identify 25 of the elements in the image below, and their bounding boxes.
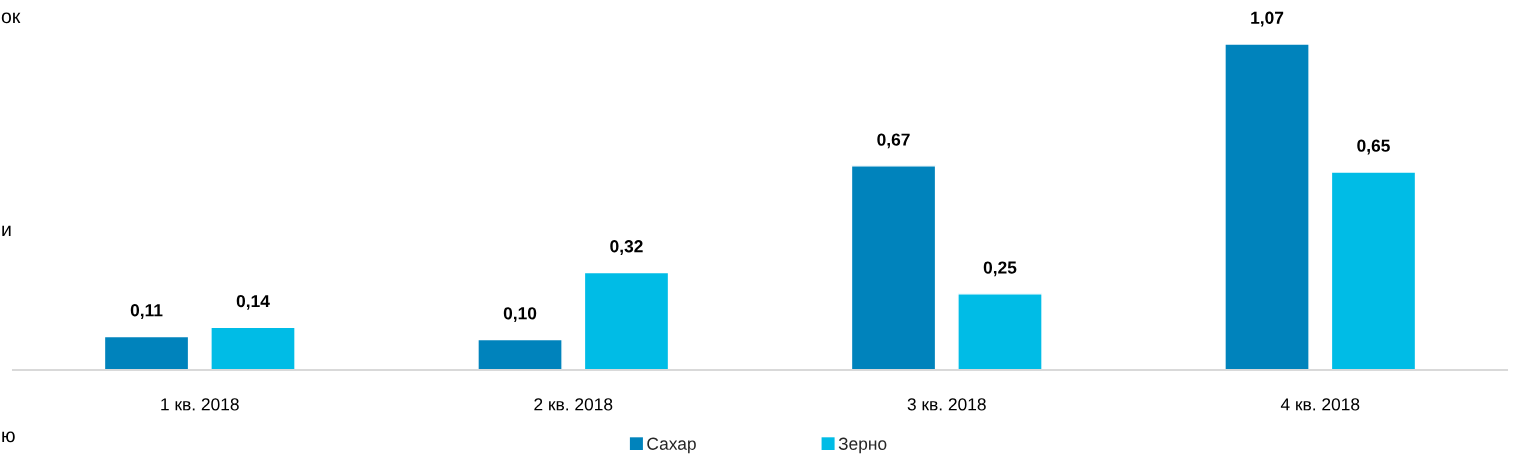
bar [103,335,190,370]
data-label: 1,07 [1251,11,1284,27]
x-tick-label: 1 кв. 2018 [161,398,239,411]
data-label: 0,32 [610,240,643,255]
data-label: 0,11 [130,304,163,319]
legend-label: Сахар [647,437,696,454]
legend-label: Зерно [838,437,887,454]
bar [850,165,937,370]
x-tick-label: 4 кв. 2018 [1280,398,1360,411]
data-label: 0,67 [877,133,910,149]
data-label: 0,25 [983,261,1017,277]
data-label: 0,14 [236,294,270,310]
bar [583,271,670,370]
x-tick-label: 2 кв. 2018 [534,398,613,411]
bar [1224,43,1310,370]
bar [210,326,296,370]
text: и [2,225,11,237]
x-tick-label: 3 кв. 2018 [907,398,986,411]
bar [1330,171,1417,370]
text: ю [2,431,15,443]
data-label: 0,65 [1357,139,1390,155]
text: ок [1,12,21,24]
data-label: 0,10 [503,307,537,322]
bar [957,293,1043,370]
bar [477,338,563,370]
